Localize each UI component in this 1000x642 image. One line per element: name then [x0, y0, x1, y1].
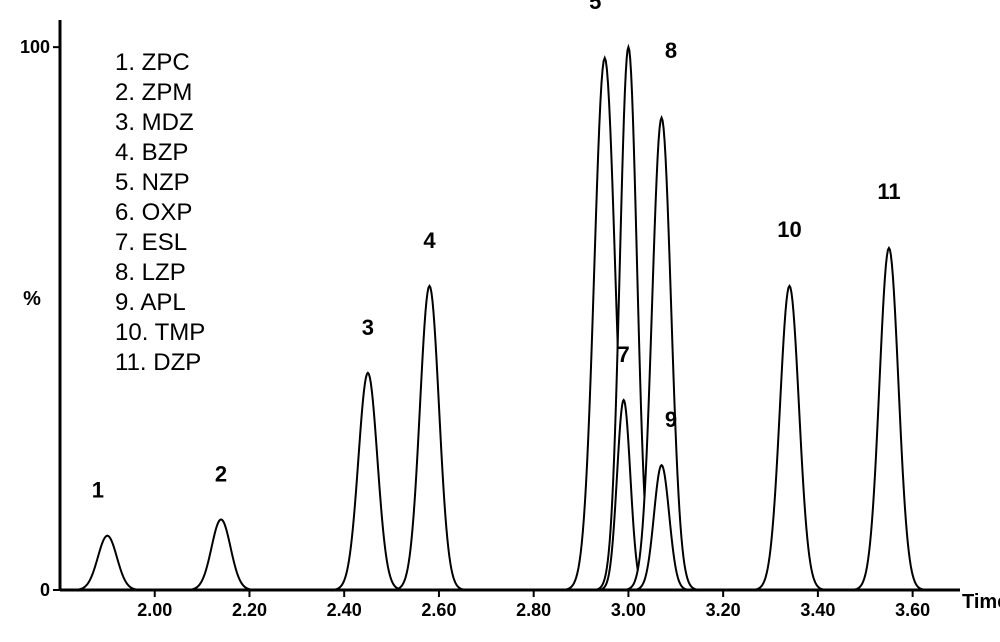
x-tick-label: 2.00 [137, 600, 172, 620]
legend-item: 10. TMP [115, 319, 205, 346]
peak-label: 3 [362, 315, 374, 340]
peak-label: 8 [665, 38, 677, 63]
peak-11 [849, 248, 929, 590]
y-tick-label: 0 [40, 580, 50, 600]
peak-4 [390, 286, 470, 590]
peak-label: 2 [215, 461, 227, 486]
legend-item: 8. LZP [115, 259, 186, 286]
peak-label: 11 [877, 179, 900, 204]
x-tick-label: 2.40 [327, 600, 362, 620]
peak-label: 1 [92, 478, 104, 503]
x-tick-label: 2.60 [421, 600, 456, 620]
legend-item: 9. APL [115, 289, 186, 316]
y-axis-label: % [23, 288, 41, 310]
x-tick-label: 2.20 [232, 600, 267, 620]
legend-item: 2. ZPM [115, 79, 192, 106]
x-tick-label: 3.00 [611, 600, 646, 620]
peak-label: 5 [589, 0, 601, 14]
legend-item: 7. ESL [115, 229, 187, 256]
x-tick-label: 3.40 [800, 600, 835, 620]
peak-10 [750, 286, 830, 590]
peak-label: 10 [777, 217, 801, 242]
legend-item: 1. ZPC [115, 49, 190, 76]
chromatogram-chart: 2.00 2.20 2.40 2.60 2.80 3.00 3.20 3.40 3.60 0 100… [0, 0, 1000, 642]
peak-label: 9 [665, 407, 677, 432]
peak-label: 4 [423, 228, 436, 253]
peak-3 [328, 373, 408, 590]
x-tick-label: 3.20 [706, 600, 741, 620]
peak-label: 7 [618, 342, 630, 367]
x-tick-label: 2.80 [516, 600, 551, 620]
legend-item: 4. BZP [115, 139, 188, 166]
legend-item: 11. DZP [115, 349, 201, 376]
legend-item: 5. NZP [115, 169, 190, 196]
legend-item: 6. OXP [115, 199, 192, 226]
peak-1 [68, 536, 148, 590]
x-tick-label: 3.60 [895, 600, 930, 620]
x-axis-label: Time [962, 591, 1000, 613]
legend-item: 3. MDZ [115, 109, 194, 136]
peak-2 [181, 519, 261, 590]
y-tick-label: 100 [20, 37, 50, 57]
